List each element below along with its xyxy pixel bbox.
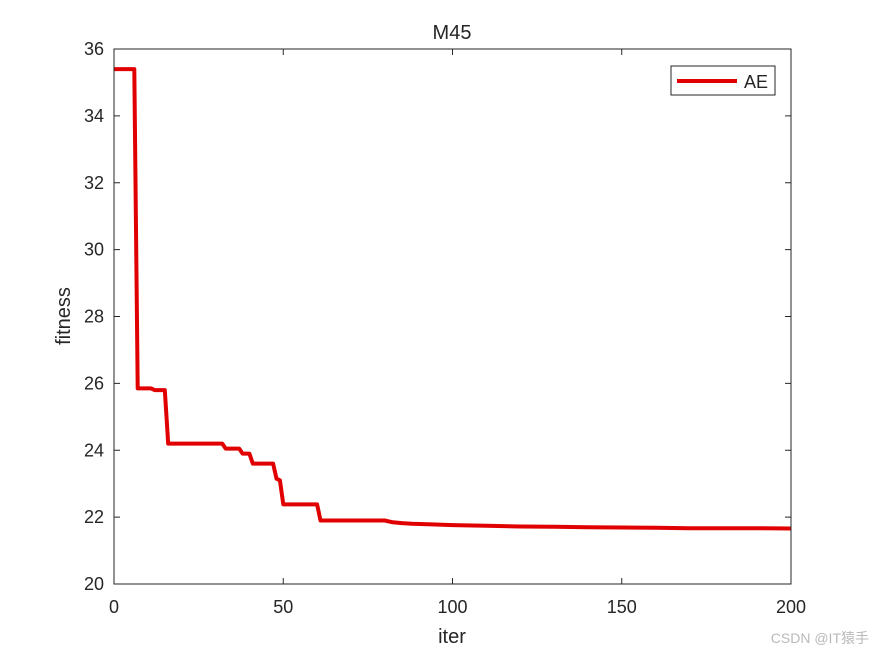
y-tick-label: 30 — [84, 240, 104, 260]
y-tick-label: 32 — [84, 173, 104, 193]
y-axis-label: fitness — [53, 287, 75, 345]
x-tick-label: 150 — [607, 597, 637, 617]
y-tick-label: 26 — [84, 373, 104, 393]
x-tick-label: 100 — [437, 597, 467, 617]
legend-label: AE — [744, 72, 768, 92]
chart-title: M45 — [433, 22, 472, 44]
y-tick-label: 36 — [84, 39, 104, 59]
x-axis-label: iter — [438, 626, 466, 648]
watermark: CSDN @IT猿手 — [771, 628, 869, 648]
y-tick-label: 28 — [84, 307, 104, 327]
y-tick-label: 24 — [84, 440, 104, 460]
legend: AE — [671, 66, 775, 95]
x-tick-label: 0 — [109, 597, 119, 617]
y-tick-label: 20 — [84, 574, 104, 594]
y-tick-label: 34 — [84, 106, 104, 126]
x-tick-label: 50 — [273, 597, 293, 617]
y-tick-label: 22 — [84, 507, 104, 527]
x-tick-label: 200 — [776, 597, 806, 617]
plot-area — [114, 49, 791, 584]
